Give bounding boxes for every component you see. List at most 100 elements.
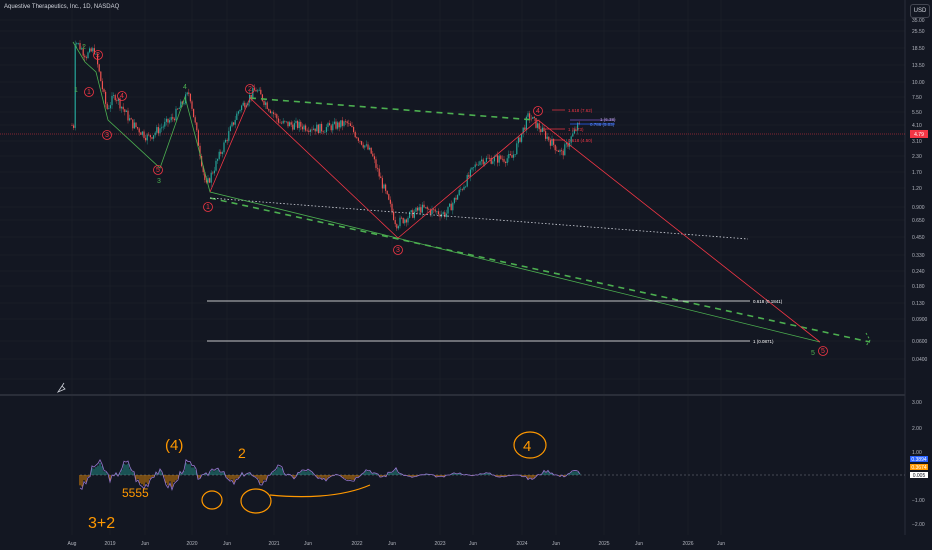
- candle-body: [521, 133, 523, 142]
- candle-body: [354, 131, 356, 138]
- osc-badge-3: [910, 472, 928, 478]
- candle-body: [522, 127, 524, 134]
- candle-body: [517, 137, 519, 144]
- candle-body: [87, 52, 89, 59]
- candle-body: [533, 116, 535, 119]
- osc-histogram-bar: [101, 466, 103, 475]
- candle-body: [105, 91, 107, 104]
- candle-body: [431, 208, 433, 215]
- red-wave-circle: [245, 84, 255, 94]
- candle-body: [393, 211, 395, 221]
- candle-body: [401, 217, 403, 219]
- osc-histogram-bar: [255, 475, 257, 478]
- osc-badge-3-label: 0.005: [913, 473, 926, 479]
- chart-grid: [0, 0, 905, 535]
- candle-body: [162, 126, 164, 128]
- time-axis[interactable]: Aug 2019 Jun 2020 Jun 2021 Jun 2022 Jun 2023 Jun 20…: [68, 541, 726, 547]
- red-wave-circle: [153, 165, 163, 175]
- osc-histogram-bar: [143, 475, 145, 486]
- candle-body: [335, 121, 337, 129]
- candle-body: [463, 186, 465, 190]
- osc-histogram-bar: [541, 474, 543, 475]
- candle-body: [380, 176, 382, 179]
- candle-body: [90, 48, 92, 52]
- osc-tick: −2.00: [912, 522, 925, 528]
- osc-histogram-bar: [161, 472, 163, 475]
- oscillator-plot: [79, 459, 581, 491]
- wave-label-green-2: 2: [82, 44, 86, 51]
- candle-body: [471, 167, 473, 170]
- green-wave-lines[interactable]: [72, 41, 821, 343]
- osc-histogram-bar: [129, 468, 131, 475]
- osc-histogram-bar: [355, 475, 357, 477]
- osc-histogram-bar: [353, 475, 355, 480]
- osc-histogram-bar: [213, 471, 215, 475]
- osc-histogram-bar: [249, 473, 251, 475]
- candle-body: [317, 124, 319, 134]
- candle-body: [292, 124, 294, 130]
- pencil-icon[interactable]: [56, 382, 66, 393]
- candle-body: [135, 122, 137, 128]
- symbol-title[interactable]: Aquestive Therapeutics, Inc., 1D, NASDAQ: [4, 4, 120, 10]
- candle-body: [364, 145, 366, 148]
- red-wave-lines[interactable]: [209, 97, 821, 343]
- price-axis[interactable]: 35.00 25.50 18.50 13.50 10.00 7.50 5.50 4.10 3.1…: [912, 18, 928, 363]
- candle-body: [225, 139, 227, 143]
- annotation-wave4-paren: (4): [165, 437, 183, 454]
- candle-body: [337, 122, 339, 129]
- time-tick: 2024: [516, 541, 527, 547]
- candle-body: [73, 125, 75, 128]
- osc-histogram-bar: [479, 473, 481, 475]
- candle-body: [369, 147, 371, 150]
- candle-body: [505, 161, 507, 163]
- osc-histogram-bar: [523, 475, 525, 477]
- fib-extension-group[interactable]: [545, 109, 615, 141]
- candle-body: [399, 217, 401, 227]
- candle-body: [111, 95, 113, 106]
- osc-histogram-bar: [399, 473, 401, 475]
- candle-body: [157, 127, 159, 134]
- candles-group: [71, 40, 580, 232]
- time-tick: 2025: [598, 541, 609, 547]
- annotation-5555: 5555: [122, 486, 149, 500]
- osc-histogram-bar: [579, 474, 581, 475]
- price-tick: 18.50: [912, 46, 925, 52]
- red-wave-label: 4: [536, 108, 540, 115]
- candle-body: [220, 151, 222, 154]
- candle-body: [378, 168, 380, 177]
- candle-body: [143, 131, 145, 138]
- osc-histogram-bar: [563, 475, 565, 477]
- oscillator-axis[interactable]: 3.00 2.00 1.00 −1.00 −2.00: [912, 400, 925, 528]
- osc-histogram-bar: [341, 475, 343, 477]
- candle-body: [175, 108, 177, 121]
- red-wave-label: 5: [156, 167, 160, 174]
- handwritten-annotations[interactable]: [201, 431, 547, 514]
- osc-histogram-bar: [501, 475, 503, 477]
- osc-histogram-bar: [283, 473, 285, 475]
- level-1-label: 1 (0.0871): [753, 339, 774, 344]
- candle-body: [466, 175, 468, 187]
- osc-histogram-bar: [343, 475, 345, 478]
- osc-histogram-bar: [549, 473, 551, 475]
- channel-upper-line[interactable]: [249, 97, 536, 121]
- candle-body: [383, 184, 385, 189]
- candle-body: [106, 103, 108, 109]
- candle-body: [173, 118, 175, 121]
- dotted-trend-line[interactable]: [209, 197, 749, 240]
- red-wave-label: 1: [87, 89, 91, 96]
- osc-histogram-bar: [547, 471, 549, 475]
- candle-body: [372, 153, 374, 157]
- currency-button[interactable]: USD: [910, 4, 930, 18]
- channel-lower-line[interactable]: [209, 197, 871, 343]
- osc-histogram-bar: [103, 471, 105, 475]
- candle-body: [145, 137, 147, 141]
- candle-body: [261, 94, 263, 101]
- candle-body: [565, 142, 567, 145]
- candle-body: [172, 117, 174, 119]
- annotation-2: 2: [238, 445, 246, 461]
- osc-histogram-bar: [139, 475, 141, 484]
- candle-body: [444, 212, 446, 217]
- red-wave-label: 3: [396, 247, 400, 254]
- candle-body: [423, 204, 425, 208]
